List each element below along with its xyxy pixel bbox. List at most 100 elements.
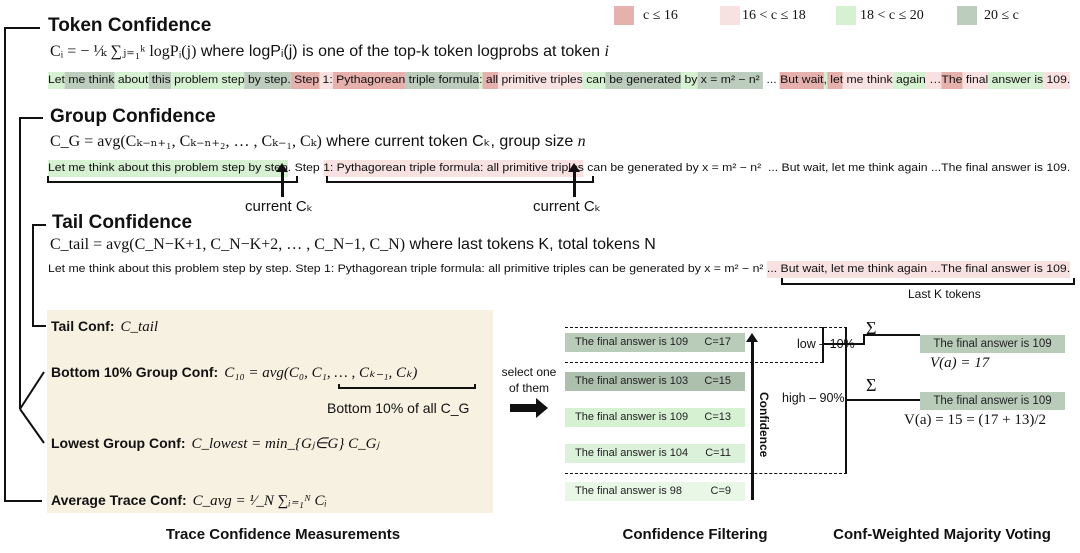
token: The [941,72,963,89]
token: 109. [1043,72,1071,89]
token: 1: Pythagorean triple formula: all primi… [323,160,584,177]
tree-branch-average [4,500,42,502]
current-token-arrow-1 [276,163,288,197]
token: ... [763,74,781,86]
formula-math: C_tail = avg(C_N−K+1, C_N−K+2, … , C_N−1… [50,236,406,253]
last-k-tokens-brace [781,278,1075,285]
token: triple formula [405,72,480,89]
formula-text: where current token Cₖ, group size [321,133,578,150]
tree-group-stem [19,117,21,409]
answer-confidence: C=9 [710,485,732,497]
token: can [582,72,606,89]
legend-label: 18 < c ≤ 20 [860,8,924,23]
select-note-line: of them [508,381,550,395]
answer-trace: The final answer is 104 C=11 [565,444,745,463]
legend-swatch-mid [720,6,740,25]
token-sequence-token-conf: Let me think about this problem step by … [48,72,1071,89]
token: again [892,72,926,89]
legend-swatch-vhigh [957,6,977,25]
token: can be generated by x = m² − n² ... But … [583,162,1071,174]
tail-confidence-title: Tail Confidence [52,212,193,233]
measurement-formula: C_avg = ¹⁄_N ∑ᵢ₌₁ᴺ Cᵢ [192,493,327,509]
tree-tail-stem [32,224,34,326]
measurement-label: Tail Conf: [51,318,115,334]
token-sequence-group-conf: Let me think about this problem step by … [48,160,1070,177]
current-token-arrow-2 [568,163,580,197]
legend-label: 20 ≤ c [984,8,1019,23]
formula-var: n [577,133,586,150]
token: x = m² − n² [697,72,764,89]
measurement-bottom10-conf: Bottom 10% Group Conf: C₁₀ = avg(C₀, C₁, … [51,363,417,382]
high-90-label: high – 90% [782,391,845,405]
answer-text: The final answer is 109 [575,336,689,348]
tree-branch-group [19,117,43,119]
legend-label: 16 < c ≤ 18 [742,8,806,23]
trace-measurements-caption: Trace Confidence Measurements [165,526,401,543]
measurement-formula: C_tail [120,319,159,335]
vote-result-low: The final answer is 109 [920,335,1065,353]
token: Pythagorean [332,72,406,89]
vote-result-high: The final answer is 109 [920,392,1065,410]
bottom10-brace [338,384,476,389]
token: me think [64,72,115,89]
group-window-brace-2 [326,176,594,183]
token: primitive triples [498,72,583,89]
confidence-axis-label: Confidence [757,392,771,458]
tree-branch-token [4,27,40,29]
token: Let me think about this problem step by … [48,160,288,177]
token: Step [290,72,320,89]
select-arrow-icon [510,398,548,418]
threshold-line-high90 [565,473,847,474]
token: all [482,72,499,89]
sum-icon: Σ [866,318,877,338]
group-confidence-title: Group Confidence [50,106,216,127]
answer-trace: The final answer is 109 C=13 [565,408,745,427]
threshold-line-top [565,327,847,328]
measurement-average-trace-conf: Average Trace Conf: C_avg = ¹⁄_N ∑ᵢ₌₁ᴺ Cᵢ [51,491,327,510]
bracket-low [822,327,824,363]
threshold-line-low10 [565,362,823,363]
tree-fork [19,371,45,444]
token: problem step [170,72,245,89]
token: Let me think about this problem step by … [48,263,767,275]
answer-confidence: C=13 [704,411,731,423]
token: by step. [244,72,291,89]
last-k-tokens-label: Last K tokens [908,287,981,301]
token-confidence-title: Token Confidence [48,15,212,36]
token: this [148,72,171,89]
current-token-label-2: current Cₖ [533,198,602,215]
answer-confidence: C=15 [704,375,731,387]
token: : [479,72,483,89]
tree-branch-tail [32,224,46,226]
vote-value-low: V(a) = 17 [930,355,990,371]
answer-text: The final answer is 103 [575,375,689,387]
answer-text: The final answer is 109 [575,411,689,423]
legend-swatch-high [836,6,856,25]
tree-trunk [4,27,6,501]
group-window-brace-1 [47,176,298,183]
tree-branch-tail-conf [32,325,46,327]
bottom10-note: Bottom 10% of all C_G [327,400,470,416]
measurement-label: Bottom 10% Group Conf: [51,364,219,380]
measurement-formula: C_lowest = min_{Gⱼ∈G} C_Gⱼ [191,436,380,452]
voting-caption: Conf-Weighted Majority Voting [833,526,1051,543]
vote-value-high: V(a) = 15 = (17 + 13)/2 [904,412,1047,428]
formula-math: C_G = avg(Cₖ₋ₙ₊₁, Cₖ₋ₙ₊₂, … , Cₖ₋₁, Cₖ) [50,133,322,150]
measurement-formula: C₁₀ = avg(C₀, C₁, … , Cₖ₋₁, Cₖ) [224,365,418,381]
token: answer is [988,72,1044,89]
select-note-line: select one [501,365,557,379]
formula-text: where last tokens K, total tokens N [405,236,656,253]
formula-math: Cᵢ = − ¹⁄ₖ ∑ⱼ₌₁ᵏ logPᵢ(j) [50,43,197,60]
formula-text: where logPᵢ(j) is one of the top-k token… [196,43,605,60]
token: final [962,72,989,89]
tail-confidence-formula: C_tail = avg(C_N−K+1, C_N−K+2, … , C_N−1… [50,236,656,254]
trace-measurements-panel [47,310,493,513]
group-confidence-formula: C_G = avg(Cₖ₋ₙ₊₁, Cₖ₋ₙ₊₂, … , Cₖ₋₁, Cₖ) … [50,131,586,151]
token: ... But wait, let me think again ...The … [766,261,1071,278]
answer-trace: The final answer is 103 C=15 [565,372,745,391]
measurement-lowest-group-conf: Lowest Group Conf: C_lowest = min_{Gⱼ∈G} … [51,434,379,453]
measurement-label: Lowest Group Conf: [51,435,186,451]
current-token-label-1: current Cₖ [245,198,314,215]
connector-low-out [863,334,865,345]
legend-swatch-low [614,6,634,25]
